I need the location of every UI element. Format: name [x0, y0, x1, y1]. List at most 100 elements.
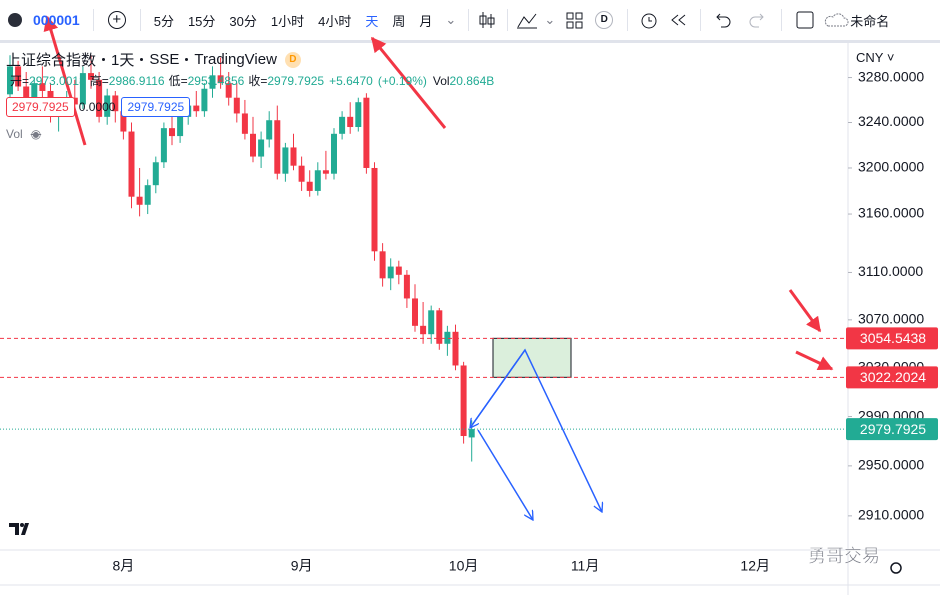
chart-type-button[interactable] — [475, 9, 501, 31]
separator — [468, 9, 470, 31]
candle-body — [201, 88, 208, 112]
candle-body — [79, 73, 86, 105]
ohlc-value: 2953.4856 — [187, 73, 245, 88]
source: TradingView — [194, 51, 277, 68]
y-tick-label: 3070.0000 — [858, 311, 924, 327]
price-label: 3022.2024 — [860, 369, 926, 385]
candle-body — [274, 120, 281, 174]
redo-button[interactable] — [741, 9, 775, 31]
candle-body — [355, 102, 362, 128]
candle-body — [217, 75, 224, 84]
currency[interactable]: CNY ˅ — [856, 50, 895, 65]
candle-body — [290, 147, 297, 166]
undo-button[interactable] — [707, 9, 741, 31]
change: +5.6470 — [329, 73, 373, 88]
y-tick-label: 3160.0000 — [858, 205, 924, 221]
interval-button[interactable]: 4小时 — [318, 13, 352, 29]
indicators-button[interactable] — [514, 9, 544, 31]
interval-button[interactable]: 月 — [419, 13, 433, 29]
candle-body — [444, 331, 451, 344]
symbol-logo[interactable] — [8, 13, 22, 27]
interval: 1天 — [111, 52, 135, 69]
candle-body — [379, 251, 386, 279]
ohlc-value: 2973.0018 — [29, 73, 86, 88]
interval-button[interactable]: 30分 — [229, 13, 257, 29]
candle-body — [169, 128, 175, 137]
fullscreen-button[interactable] — [788, 9, 822, 31]
candle-body — [39, 83, 46, 91]
candle-body — [112, 95, 119, 112]
volume-label: Vol — [6, 126, 23, 141]
candle-body — [250, 133, 256, 157]
symbol[interactable]: 000001 — [33, 12, 80, 28]
separator-dot — [102, 58, 106, 61]
alert-button[interactable] — [634, 9, 664, 31]
price-label-bg — [846, 366, 938, 389]
separator-dot — [140, 58, 144, 61]
plot: 3280.0000 3240.0000 3200.0000 3160.0000 3110… — [0, 55, 938, 574]
settings-icon[interactable] — [890, 562, 902, 574]
candle-body — [306, 181, 313, 191]
add-symbol[interactable]: + — [107, 11, 126, 29]
candle-body — [31, 83, 38, 100]
candle-body — [331, 133, 337, 174]
interval-button[interactable]: 1小时 — [270, 13, 305, 29]
toolbar-divider — [0, 40, 940, 43]
replay-button[interactable] — [664, 9, 694, 31]
interval-button[interactable]: 周 — [392, 13, 406, 29]
ohlc-value: 2979.7925 — [267, 73, 325, 88]
x-tick-label: 9月 — [291, 558, 313, 574]
y-tick-label: 3280.0000 — [858, 68, 924, 84]
candle-body — [7, 66, 13, 95]
currency-label: CNY — [856, 50, 884, 65]
volume-value: 20.864B — [449, 73, 495, 88]
interval-button[interactable]: 15分 — [187, 13, 216, 29]
buy-box[interactable]: 2979.7925 — [121, 97, 191, 117]
candle-body — [104, 95, 111, 117]
spread: 0.0000 — [78, 100, 116, 114]
y-tick-label: 3200.0000 — [858, 159, 924, 175]
symbol-name: 上证综合指数 — [6, 52, 97, 69]
indicators-menu[interactable]: ⌄ — [544, 12, 556, 27]
interval-button[interactable]: 5分 — [153, 13, 174, 29]
annotation-arrow — [795, 350, 834, 371]
data-badge[interactable]: D — [595, 11, 614, 29]
cloud-icon — [825, 13, 849, 27]
interval-menu[interactable]: ⌄ — [445, 12, 457, 27]
y-tick-label: 3110.0000 — [858, 263, 923, 279]
candle-body — [258, 139, 265, 157]
sell-box[interactable]: 2979.7925 — [6, 97, 75, 117]
intervals: 5分 15分 30分 1小时 4小时天周月 — [147, 11, 440, 30]
watermark: 勇哥交易 — [808, 546, 880, 566]
projection-arrow — [477, 429, 533, 520]
candle-body — [371, 167, 378, 252]
interval-button[interactable]: 天 — [365, 13, 379, 29]
volume-label: Vol — [432, 73, 450, 88]
exchange: SSE — [149, 51, 180, 68]
separator — [139, 9, 141, 31]
candle-body — [436, 310, 443, 344]
ohlc-label: 收= — [248, 74, 268, 88]
y-tick-label: 2910.0000 — [858, 507, 924, 523]
layout-button[interactable] — [563, 9, 587, 31]
candle-body — [177, 116, 184, 137]
candle-body — [241, 113, 248, 134]
zone-box — [492, 337, 572, 378]
candle-body — [209, 75, 216, 89]
ohlc-label: 开= — [10, 74, 30, 88]
ohlc-label: 低= — [168, 74, 188, 88]
candle-body — [71, 97, 78, 105]
save-label[interactable]: 未命名 — [850, 13, 890, 29]
candle-body — [420, 325, 427, 335]
separator — [507, 9, 509, 31]
eye-icon[interactable]: ◉ — [30, 126, 42, 141]
projection-arrow — [470, 349, 526, 428]
x-tick-label: 12月 — [740, 558, 770, 574]
y-tick-label: 3240.0000 — [858, 113, 924, 129]
candle-body — [128, 131, 135, 197]
candle-body — [452, 331, 459, 366]
candle-body — [468, 429, 475, 438]
candle-body — [160, 128, 167, 163]
candle-body — [363, 97, 370, 168]
